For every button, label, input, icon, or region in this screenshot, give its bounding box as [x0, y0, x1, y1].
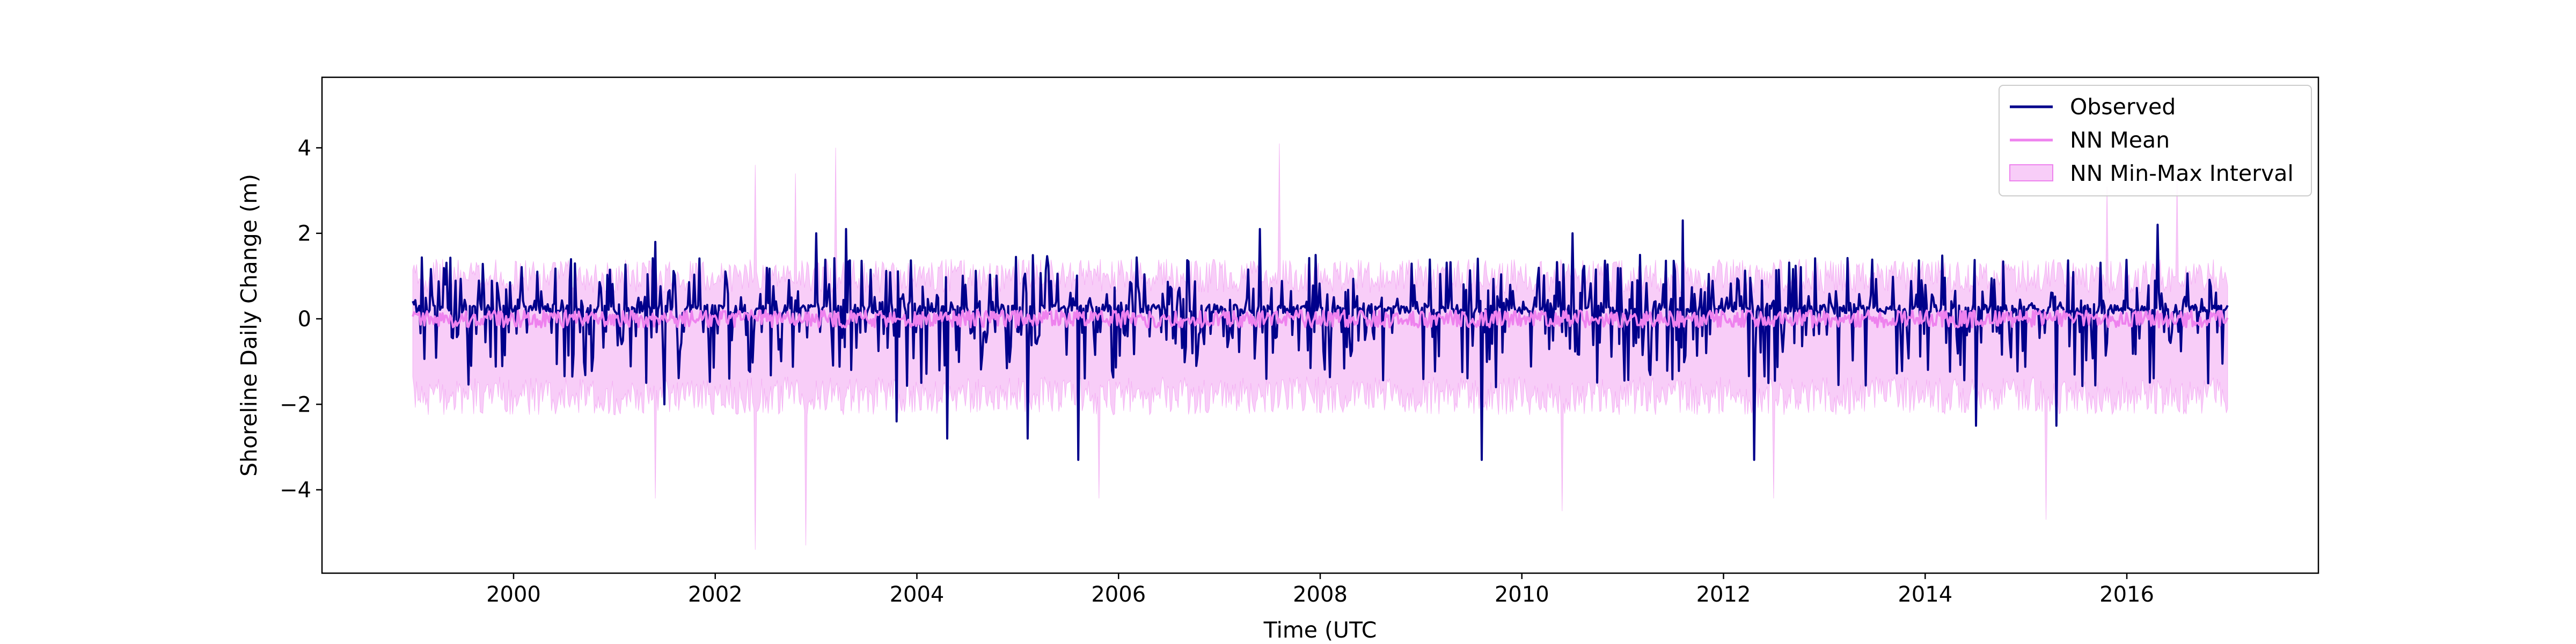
nn-min-max-band [412, 143, 2228, 550]
observed-line [412, 219, 2229, 461]
x-axis-label: Time (UTC [1263, 617, 1377, 643]
y-tick-label: 2 [298, 222, 311, 246]
y-tick-label: 4 [298, 136, 311, 160]
x-tick-label: 2016 [2099, 582, 2154, 607]
legend: Observed NN Mean NN Min-Max Interval [1999, 85, 2312, 196]
nn-mean-line [412, 309, 2229, 328]
x-tick-label: 2008 [1293, 582, 1348, 607]
y-tick-label: −4 [280, 478, 311, 503]
x-tick-label: 2006 [1091, 582, 1146, 607]
legend-box [1999, 85, 2312, 196]
nn-interval-area [412, 143, 2228, 550]
y-tick-label: −2 [280, 392, 311, 417]
x-tick-label: 2012 [1696, 582, 1751, 607]
legend-label-observed: Observed [2070, 94, 2176, 120]
x-tick-label: 2004 [890, 582, 945, 607]
x-tick-label: 2000 [486, 582, 541, 607]
x-axis-ticks: 2000 2002 2004 2006 2008 2010 2012 2014 2016 [486, 573, 2154, 607]
legend-swatch-nn-interval [2009, 164, 2053, 181]
nn-mean-series [412, 309, 2229, 328]
x-tick-label: 2002 [688, 582, 743, 607]
legend-label-nn-mean: NN Mean [2070, 127, 2170, 153]
y-tick-label: 0 [298, 307, 311, 332]
x-tick-label: 2010 [1495, 582, 1549, 607]
legend-label-nn-interval: NN Min-Max Interval [2070, 160, 2294, 186]
y-axis-ticks: −4 −2 0 2 4 [280, 136, 322, 503]
x-tick-label: 2014 [1898, 582, 1952, 607]
observed-series [412, 219, 2229, 461]
y-axis-label: Shoreline Daily Change (m) [236, 174, 262, 477]
